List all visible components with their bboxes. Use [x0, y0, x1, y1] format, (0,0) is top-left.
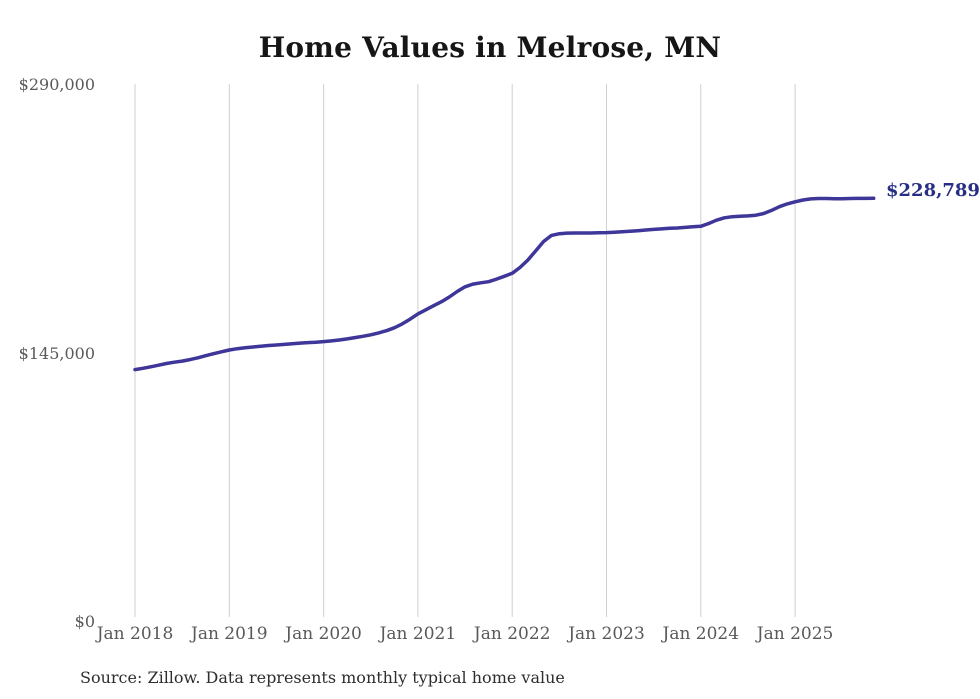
x-axis-tick-label: Jan 2019 — [191, 624, 268, 644]
x-axis-tick-label: Jan 2021 — [379, 624, 457, 644]
x-axis-tick-label: Jan 2025 — [756, 624, 834, 644]
source-note: Source: Zillow. Data represents monthly … — [80, 668, 565, 687]
home-value-series-line — [133, 196, 876, 372]
chart-title: Home Values in Melrose, MN — [258, 31, 722, 64]
y-axis-tick-label: $145,000 — [18, 343, 95, 363]
x-axis-tick-label: Jan 2023 — [568, 624, 645, 644]
x-axis-tick-label: Jan 2018 — [96, 624, 174, 644]
x-axis-tick-label: Jan 2024 — [662, 624, 740, 644]
x-axis-tick-label: Jan 2020 — [285, 624, 362, 644]
current-value-label: $228,789 — [886, 180, 980, 201]
y-axis-tick-label: $0 — [74, 612, 95, 631]
x-axis-tick-label: Jan 2022 — [473, 624, 551, 644]
y-axis-tick-label: $290,000 — [18, 75, 95, 94]
